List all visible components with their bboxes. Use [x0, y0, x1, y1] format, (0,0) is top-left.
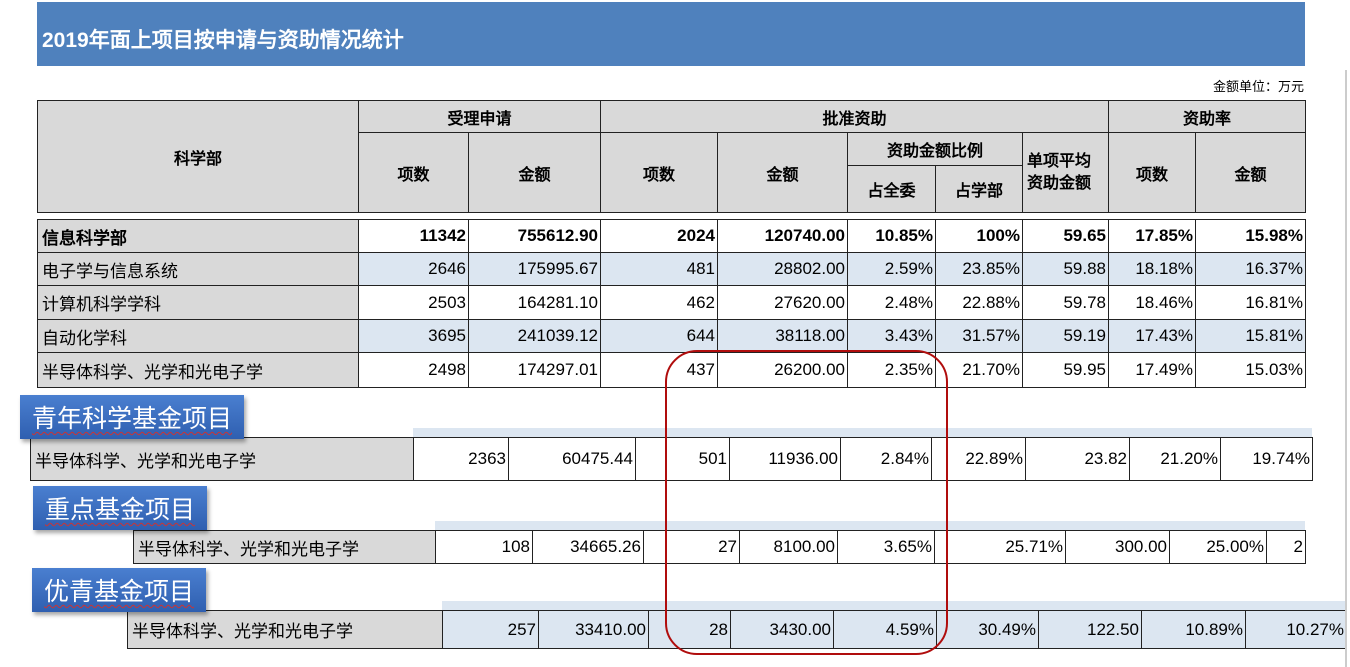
row-value: 30.49%	[936, 610, 1039, 649]
section-label-youth: 青年科学基金项目	[20, 395, 245, 439]
row-value: 59.19	[1022, 319, 1109, 353]
row-value: 10.27%	[1245, 610, 1347, 649]
row-value: 2363	[413, 437, 509, 481]
row-value: 2	[1266, 530, 1306, 564]
row-value: 257	[442, 610, 539, 649]
row-value: 38118.00	[717, 319, 848, 353]
row-value: 108	[435, 530, 533, 564]
row-value: 25.71%	[934, 530, 1066, 564]
row-value: 21.20%	[1129, 437, 1221, 481]
row-value: 59.65	[1022, 219, 1109, 253]
row-value: 120740.00	[717, 219, 848, 253]
header-avg: 单项平均资助金额	[1022, 132, 1109, 213]
row-value: 22.88%	[935, 285, 1023, 320]
row-value: 33410.00	[538, 610, 649, 649]
row-value: 60475.44	[508, 437, 636, 481]
row-value: 164281.10	[468, 285, 601, 320]
header-rate: 资助率	[1108, 100, 1306, 133]
row-value: 2646	[358, 252, 469, 286]
header-approved: 批准资助	[600, 100, 1109, 133]
page-title: 2019年面上项目按申请与资助情况统计	[37, 2, 1305, 66]
row-value: 300.00	[1065, 530, 1170, 564]
row-value: 755612.90	[468, 219, 601, 253]
section-label-excellent-youth: 优青基金项目	[32, 568, 207, 612]
header-count: 项数	[358, 132, 469, 213]
header-amount: 金额	[468, 132, 601, 213]
row-value: 175995.67	[468, 252, 601, 286]
row-value: 3695	[358, 319, 469, 353]
row-value: 2498	[358, 352, 469, 388]
row-value: 27620.00	[717, 285, 848, 320]
row-value: 3.43%	[847, 319, 936, 353]
partial-row	[435, 521, 1305, 530]
page-edge	[1345, 70, 1347, 667]
header-of-all: 占全委	[847, 165, 936, 213]
row-dept-name: 电子学与信息系统	[37, 252, 359, 286]
row-dept-name: 半导体科学、光学和光电子学	[37, 352, 359, 388]
row-value: 174297.01	[468, 352, 601, 388]
row-value: 3430.00	[730, 610, 834, 649]
row-value: 481	[600, 252, 718, 286]
row-dept-name: 自动化学科	[37, 319, 359, 353]
row-dept-name: 计算机科学学科	[37, 285, 359, 320]
row-value: 10.85%	[847, 219, 936, 253]
row-dept-name: 半导体科学、光学和光电子学	[133, 530, 436, 564]
row-value: 23.85%	[935, 252, 1023, 286]
row-value: 23.82	[1025, 437, 1130, 481]
row-value: 10.89%	[1141, 610, 1246, 649]
row-value: 2503	[358, 285, 469, 320]
header-count: 项数	[600, 132, 718, 213]
header-ratio: 资助金额比例	[847, 132, 1023, 166]
highlight-box	[665, 350, 948, 655]
row-value: 462	[600, 285, 718, 320]
row-value: 28802.00	[717, 252, 848, 286]
row-value: 34665.26	[532, 530, 644, 564]
row-value: 11342	[358, 219, 469, 253]
row-value: 17.43%	[1108, 319, 1196, 353]
row-dept-name: 半导体科学、光学和光电子学	[127, 610, 443, 649]
row-value: 18.46%	[1108, 285, 1196, 320]
header-accepted: 受理申请	[358, 100, 601, 133]
header-amount: 金额	[717, 132, 848, 213]
row-value: 241039.12	[468, 319, 601, 353]
row-dept-name: 半导体科学、光学和光电子学	[30, 437, 414, 481]
partial-row	[413, 428, 1312, 437]
row-value: 16.81%	[1195, 285, 1306, 320]
row-value: 17.85%	[1108, 219, 1196, 253]
partial-row	[442, 601, 1346, 610]
row-value: 16.37%	[1195, 252, 1306, 286]
section-label-key: 重点基金项目	[33, 486, 208, 530]
row-value: 644	[600, 319, 718, 353]
row-value: 2.59%	[847, 252, 936, 286]
row-value: 15.03%	[1195, 352, 1306, 388]
row-value: 59.95	[1022, 352, 1109, 388]
row-value: 2024	[600, 219, 718, 253]
row-value: 17.49%	[1108, 352, 1196, 388]
row-value: 15.98%	[1195, 219, 1306, 253]
header-of-dept: 占学部	[935, 165, 1023, 213]
row-value: 59.78	[1022, 285, 1109, 320]
row-value: 19.74%	[1220, 437, 1313, 481]
header-count: 项数	[1108, 132, 1196, 213]
row-value: 59.88	[1022, 252, 1109, 286]
header-dept: 科学部	[37, 100, 359, 213]
row-value: 31.57%	[935, 319, 1023, 353]
row-value: 15.81%	[1195, 319, 1306, 353]
row-value: 25.00%	[1169, 530, 1267, 564]
unit-note: 金额单位：万元	[1212, 80, 1304, 95]
header-amount: 金额	[1195, 132, 1306, 213]
row-value: 21.70%	[935, 352, 1023, 388]
row-value: 18.18%	[1108, 252, 1196, 286]
row-value: 100%	[935, 219, 1023, 253]
row-value: 2.48%	[847, 285, 936, 320]
row-value: 122.50	[1038, 610, 1142, 649]
row-dept-name: 信息科学部	[37, 219, 359, 253]
